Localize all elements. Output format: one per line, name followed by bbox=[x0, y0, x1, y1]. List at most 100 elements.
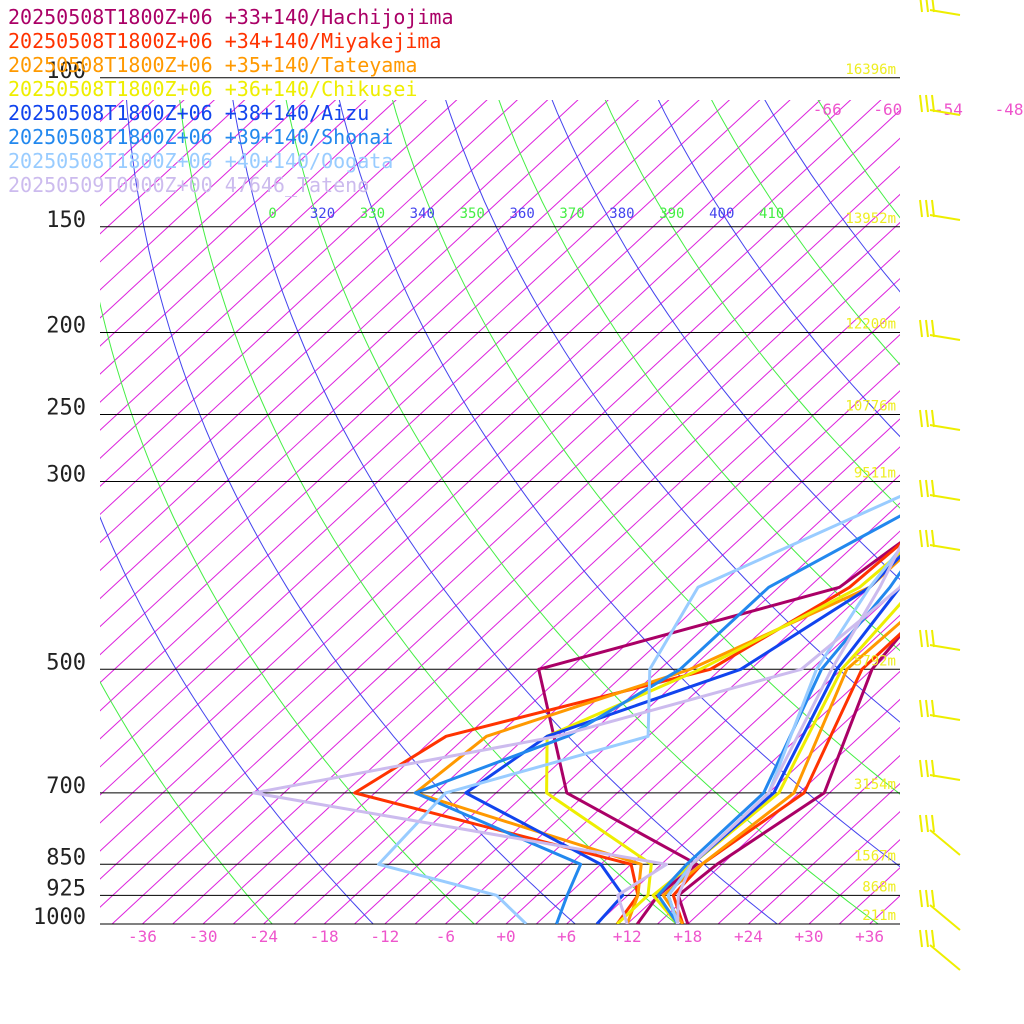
isotherm-line bbox=[505, 558, 900, 924]
isotherm-line bbox=[100, 109, 900, 852]
height-label-700: 3154m bbox=[854, 777, 896, 793]
isotherm-line bbox=[717, 754, 900, 924]
wind-barb-flag bbox=[925, 529, 929, 548]
wind-barb-shaft bbox=[929, 774, 961, 781]
wind-barb-flag bbox=[925, 199, 929, 218]
isobar-lines bbox=[100, 77, 900, 925]
pressure-label-925: 925 bbox=[46, 876, 86, 901]
height-label-300: 9511m bbox=[854, 466, 896, 482]
series-5-temp bbox=[656, 570, 900, 924]
temp-tick-label: +24 bbox=[734, 927, 763, 946]
sounding-series bbox=[252, 494, 900, 924]
wind-barb-flag bbox=[925, 94, 929, 113]
temp-tick-label: +30 bbox=[795, 927, 824, 946]
isotherm-line bbox=[293, 362, 900, 924]
isotherm-line bbox=[100, 100, 609, 572]
wind-barb-flag bbox=[931, 699, 935, 718]
isotherm-line bbox=[535, 586, 900, 924]
legend-item-tateyama: 20250508T1800Z+06 +35+140/Tateyama bbox=[8, 53, 418, 77]
isotherm-line bbox=[100, 100, 397, 375]
wind-barb-flag bbox=[919, 479, 923, 498]
wind-barb-flag bbox=[931, 479, 935, 498]
isotherm-line bbox=[100, 100, 306, 291]
wind-barb-flag bbox=[925, 319, 929, 338]
isotherm-line bbox=[100, 100, 276, 263]
wind-barb-flag bbox=[925, 929, 929, 948]
wind-barb bbox=[919, 629, 961, 651]
wind-barb-flag bbox=[931, 814, 935, 833]
wind-barb-shaft bbox=[929, 714, 961, 721]
isotherm-line bbox=[566, 614, 900, 924]
isotherm-line bbox=[100, 137, 900, 880]
series-4-dew bbox=[464, 554, 900, 924]
wind-barb bbox=[919, 199, 961, 221]
legend-item-aizu: 20250508T1800Z+06 +38+140/Aizu bbox=[8, 101, 370, 125]
isotherm-line bbox=[961, 18, 1024, 924]
wind-barb-flag bbox=[931, 889, 935, 908]
wind-barb-flag bbox=[925, 814, 929, 833]
temp-tick-label: -24 bbox=[249, 927, 278, 946]
wind-barb-shaft bbox=[929, 494, 961, 501]
theta-label-370: 370 bbox=[559, 206, 584, 222]
wind-barb-flag bbox=[931, 529, 935, 548]
pressure-label-850: 850 bbox=[46, 845, 86, 870]
wind-barb-flag bbox=[919, 529, 923, 548]
isotherm-line bbox=[808, 839, 900, 924]
isotherm-line bbox=[100, 100, 518, 487]
pressure-label-100: 100 bbox=[46, 59, 86, 84]
legend-item-tateno: 20250509T0000Z+00 47646_Tateno bbox=[8, 173, 370, 197]
isotherm-line bbox=[172, 249, 900, 924]
isotherm-line bbox=[100, 100, 821, 768]
legend-item-oogata: 20250508T1800Z+06 +40+140/Oogata bbox=[8, 149, 394, 173]
isotherm-lines bbox=[100, 18, 1024, 924]
temp-tick-label: +36 bbox=[855, 927, 884, 946]
height-label-150: 13952m bbox=[845, 211, 896, 227]
isotherm-line bbox=[100, 100, 367, 347]
temp-tick-label: -36 bbox=[128, 927, 157, 946]
axis-labels: 100 16396m 150 13952m 200 12200m 250 10776m 300 9… bbox=[33, 59, 1023, 946]
isotherm-line bbox=[100, 100, 488, 459]
wind-barb-shaft bbox=[929, 644, 961, 651]
wind-barb-flag bbox=[931, 94, 935, 113]
legend-item-shonai: 20250508T1800Z+06 +39+140/Shonai bbox=[8, 125, 394, 149]
wind-barb-shaft bbox=[929, 109, 961, 116]
dry-adiabat-340 bbox=[445, 100, 900, 723]
series-6-dew bbox=[377, 494, 900, 924]
wind-barbs bbox=[919, 0, 961, 971]
dry-adiabat-380 bbox=[657, 100, 900, 438]
top-temp-label: -60 bbox=[873, 100, 902, 119]
pressure-label-500: 500 bbox=[46, 650, 86, 675]
isotherm-line bbox=[100, 100, 731, 684]
legend-item-chikusei: 20250508T1800Z+06 +36+140/Chikusei bbox=[8, 77, 418, 101]
wind-barb-flag bbox=[925, 629, 929, 648]
top-temp-label: -66 bbox=[813, 100, 842, 119]
wind-barb-flag bbox=[931, 629, 935, 648]
isotherm-line bbox=[445, 502, 900, 924]
isotherm-line bbox=[263, 334, 900, 924]
wind-barb-flag bbox=[919, 929, 923, 948]
series-1-temp bbox=[671, 631, 900, 924]
wind-barb-flag bbox=[919, 699, 923, 718]
wind-barb-shaft bbox=[929, 214, 961, 221]
wind-barb-flag bbox=[919, 199, 923, 218]
wind-barb-flag bbox=[925, 889, 929, 908]
wind-barb-flag bbox=[931, 319, 935, 338]
wind-barb bbox=[919, 889, 961, 931]
wind-barb bbox=[919, 759, 961, 781]
isotherm-line bbox=[100, 100, 700, 656]
theta-label-320: 320 bbox=[310, 206, 335, 222]
series-5-dew bbox=[413, 514, 900, 924]
isotherm-line bbox=[991, 18, 1024, 924]
legend: 20250508T1800Z+06 +33+140/Hachijojima 20… bbox=[8, 5, 454, 197]
height-label-500: 5792m bbox=[854, 653, 896, 669]
wind-barb-flag bbox=[919, 409, 923, 428]
wind-barb-flag bbox=[931, 199, 935, 218]
wind-barb bbox=[919, 699, 961, 721]
temp-tick-label: -12 bbox=[370, 927, 399, 946]
isotherm-line bbox=[100, 100, 428, 403]
series-7-dew bbox=[252, 583, 900, 924]
wind-barb-flag bbox=[919, 94, 923, 113]
pressure-label-200: 200 bbox=[46, 314, 86, 339]
theta-label-310: 0 bbox=[268, 206, 276, 222]
